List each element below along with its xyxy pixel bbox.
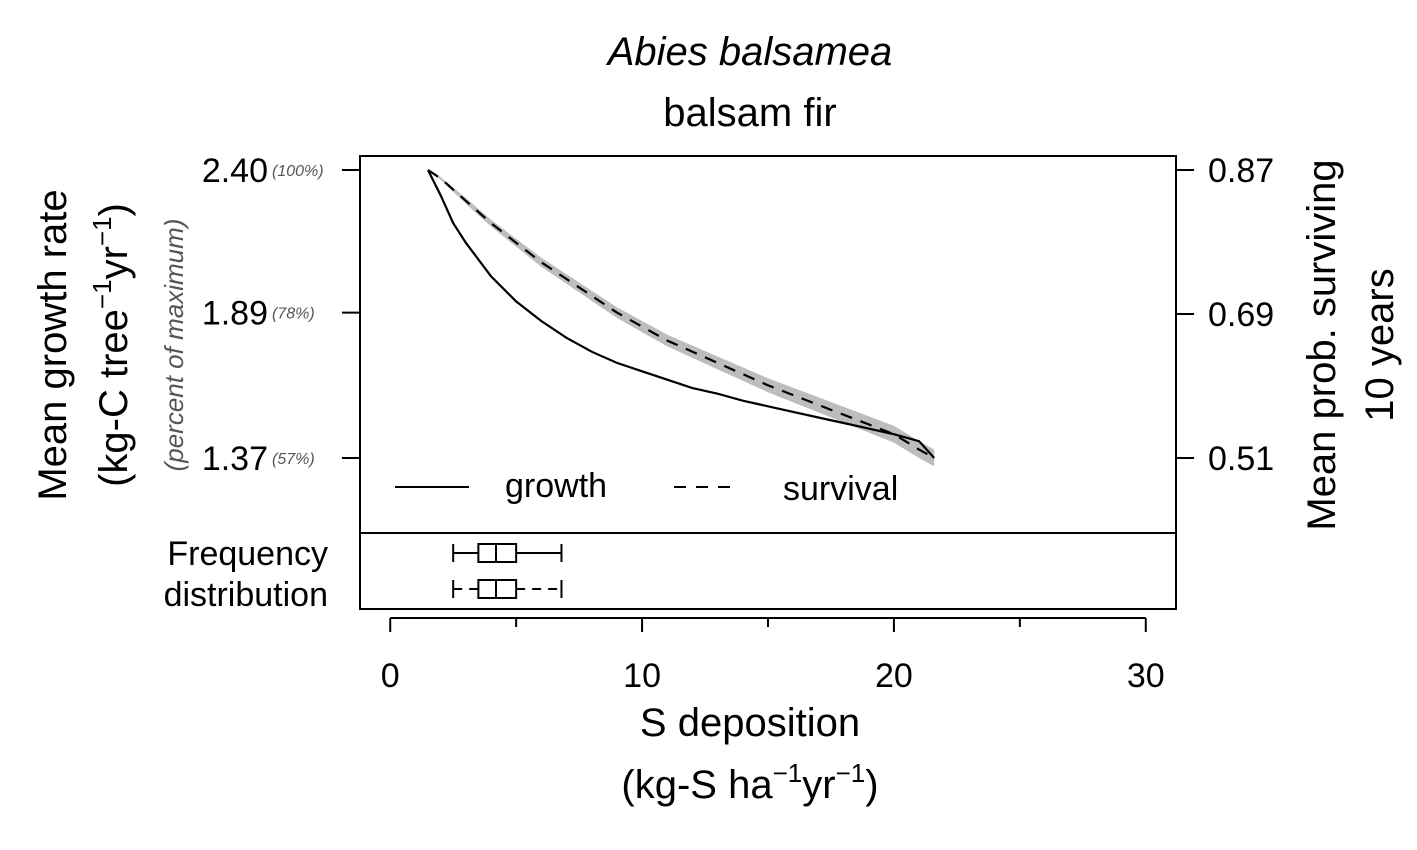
legend: growth survival	[395, 467, 898, 508]
growth-line	[427, 169, 936, 459]
left-y-tick-label: 2.40	[202, 152, 268, 190]
left-y-tick-percent: (78%)	[272, 306, 315, 323]
legend-growth-label: growth	[505, 467, 607, 505]
frequency-panel-frame	[359, 532, 1177, 610]
left-y-axis: 2.40 (100%) 1.89 (78%) 1.37 (57%)	[202, 152, 360, 478]
left-y-title-unit: (kg-C tree−1yr−1)	[87, 203, 136, 487]
x-unit-prefix: (kg-S ha	[621, 763, 773, 807]
x-tick-label: 10	[623, 657, 661, 695]
x-axis: 0 10 20 30	[381, 617, 1165, 695]
x-axis-unit: (kg-S ha−1yr−1)	[621, 758, 878, 807]
left-y-tick-label: 1.37	[202, 440, 268, 478]
left-unit-mid: yr	[92, 246, 136, 279]
x-unit-sup2: −1	[836, 758, 866, 788]
frequency-label-line2: distribution	[164, 576, 328, 614]
right-y-tick-label: 0.51	[1208, 440, 1274, 478]
right-y-axis: 0.87 0.69 0.51	[1176, 152, 1274, 478]
boxplot-box	[477, 579, 518, 599]
x-unit-suffix: )	[865, 763, 878, 807]
left-y-secondary-title: (percent of maximum)	[159, 219, 189, 472]
chart-subtitle: balsam fir	[663, 91, 836, 135]
survival-ci-band	[428, 170, 935, 467]
left-unit-suffix: )	[92, 203, 136, 216]
chart-title: Abies balsamea	[606, 30, 893, 74]
x-tick-label: 0	[381, 657, 400, 695]
right-y-tick-label: 0.87	[1208, 152, 1274, 190]
right-y-title-line2: 10 years	[1358, 268, 1402, 421]
left-y-tick-percent: (57%)	[272, 451, 315, 468]
x-unit-mid: yr	[802, 763, 835, 807]
right-y-title-line1: Mean prob. surviving	[1300, 159, 1344, 530]
x-unit-sup1: −1	[773, 758, 803, 788]
left-unit-prefix: (kg-C tree	[92, 309, 136, 487]
x-tick-label: 20	[875, 657, 913, 695]
frequency-label-line1: Frequency	[167, 535, 328, 573]
left-y-tick-percent: (100%)	[272, 163, 324, 180]
left-y-tick-label: 1.89	[202, 295, 268, 333]
x-axis-title: S deposition	[640, 701, 860, 745]
left-unit-sup1: −1	[87, 279, 117, 309]
left-y-title-line1: Mean growth rate	[31, 189, 75, 500]
legend-survival-label: survival	[783, 470, 898, 508]
frequency-boxplots	[452, 543, 563, 599]
right-y-tick-label: 0.69	[1208, 296, 1274, 334]
left-unit-sup2: −1	[87, 216, 117, 246]
boxplot-box	[477, 543, 518, 563]
x-tick-label: 30	[1127, 657, 1165, 695]
